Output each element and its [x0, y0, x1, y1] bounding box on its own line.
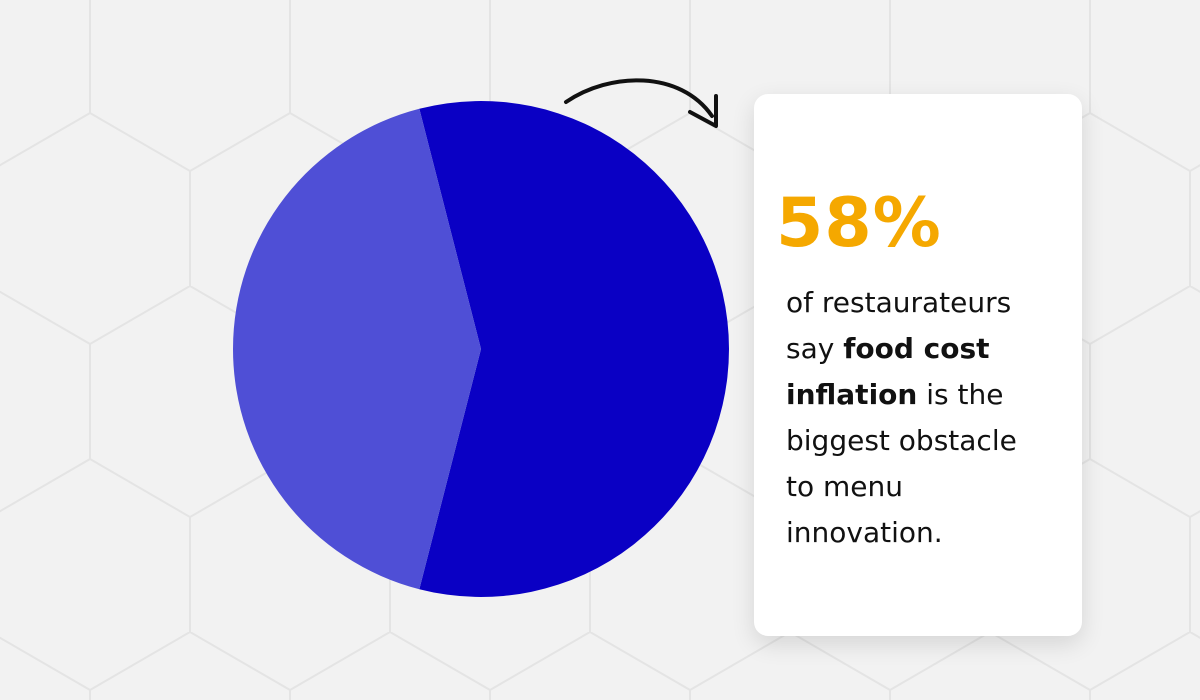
stat-value: 58%: [776, 184, 942, 263]
arrow-head: [688, 94, 718, 128]
text: of restaurateurs say: [786, 286, 1012, 365]
pie-slice: [233, 108, 481, 590]
text: is the biggest obstacle to menu innovati…: [786, 378, 1017, 549]
arrow: [564, 78, 714, 118]
highlight: food cost inflation: [786, 332, 990, 411]
pie: [233, 100, 730, 597]
stat-description: of restaurateurs say food cost inflation…: [786, 280, 1046, 556]
stat-card: 58% of restaurateurs say food cost infla…: [754, 94, 1082, 636]
pie-slice: [419, 100, 730, 597]
